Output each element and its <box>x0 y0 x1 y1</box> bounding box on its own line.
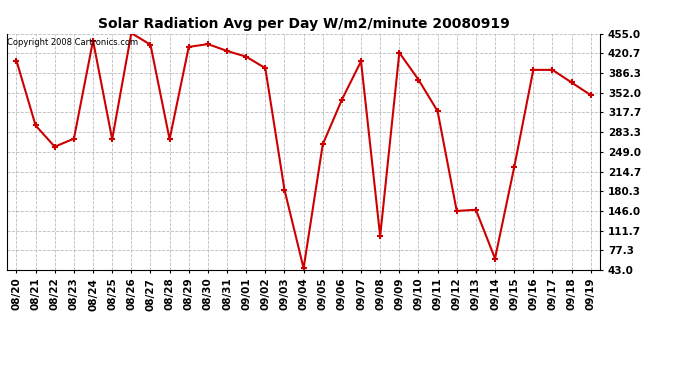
Title: Solar Radiation Avg per Day W/m2/minute 20080919: Solar Radiation Avg per Day W/m2/minute … <box>98 17 509 31</box>
Text: Copyright 2008 Cartronics.com: Copyright 2008 Cartronics.com <box>8 39 139 48</box>
